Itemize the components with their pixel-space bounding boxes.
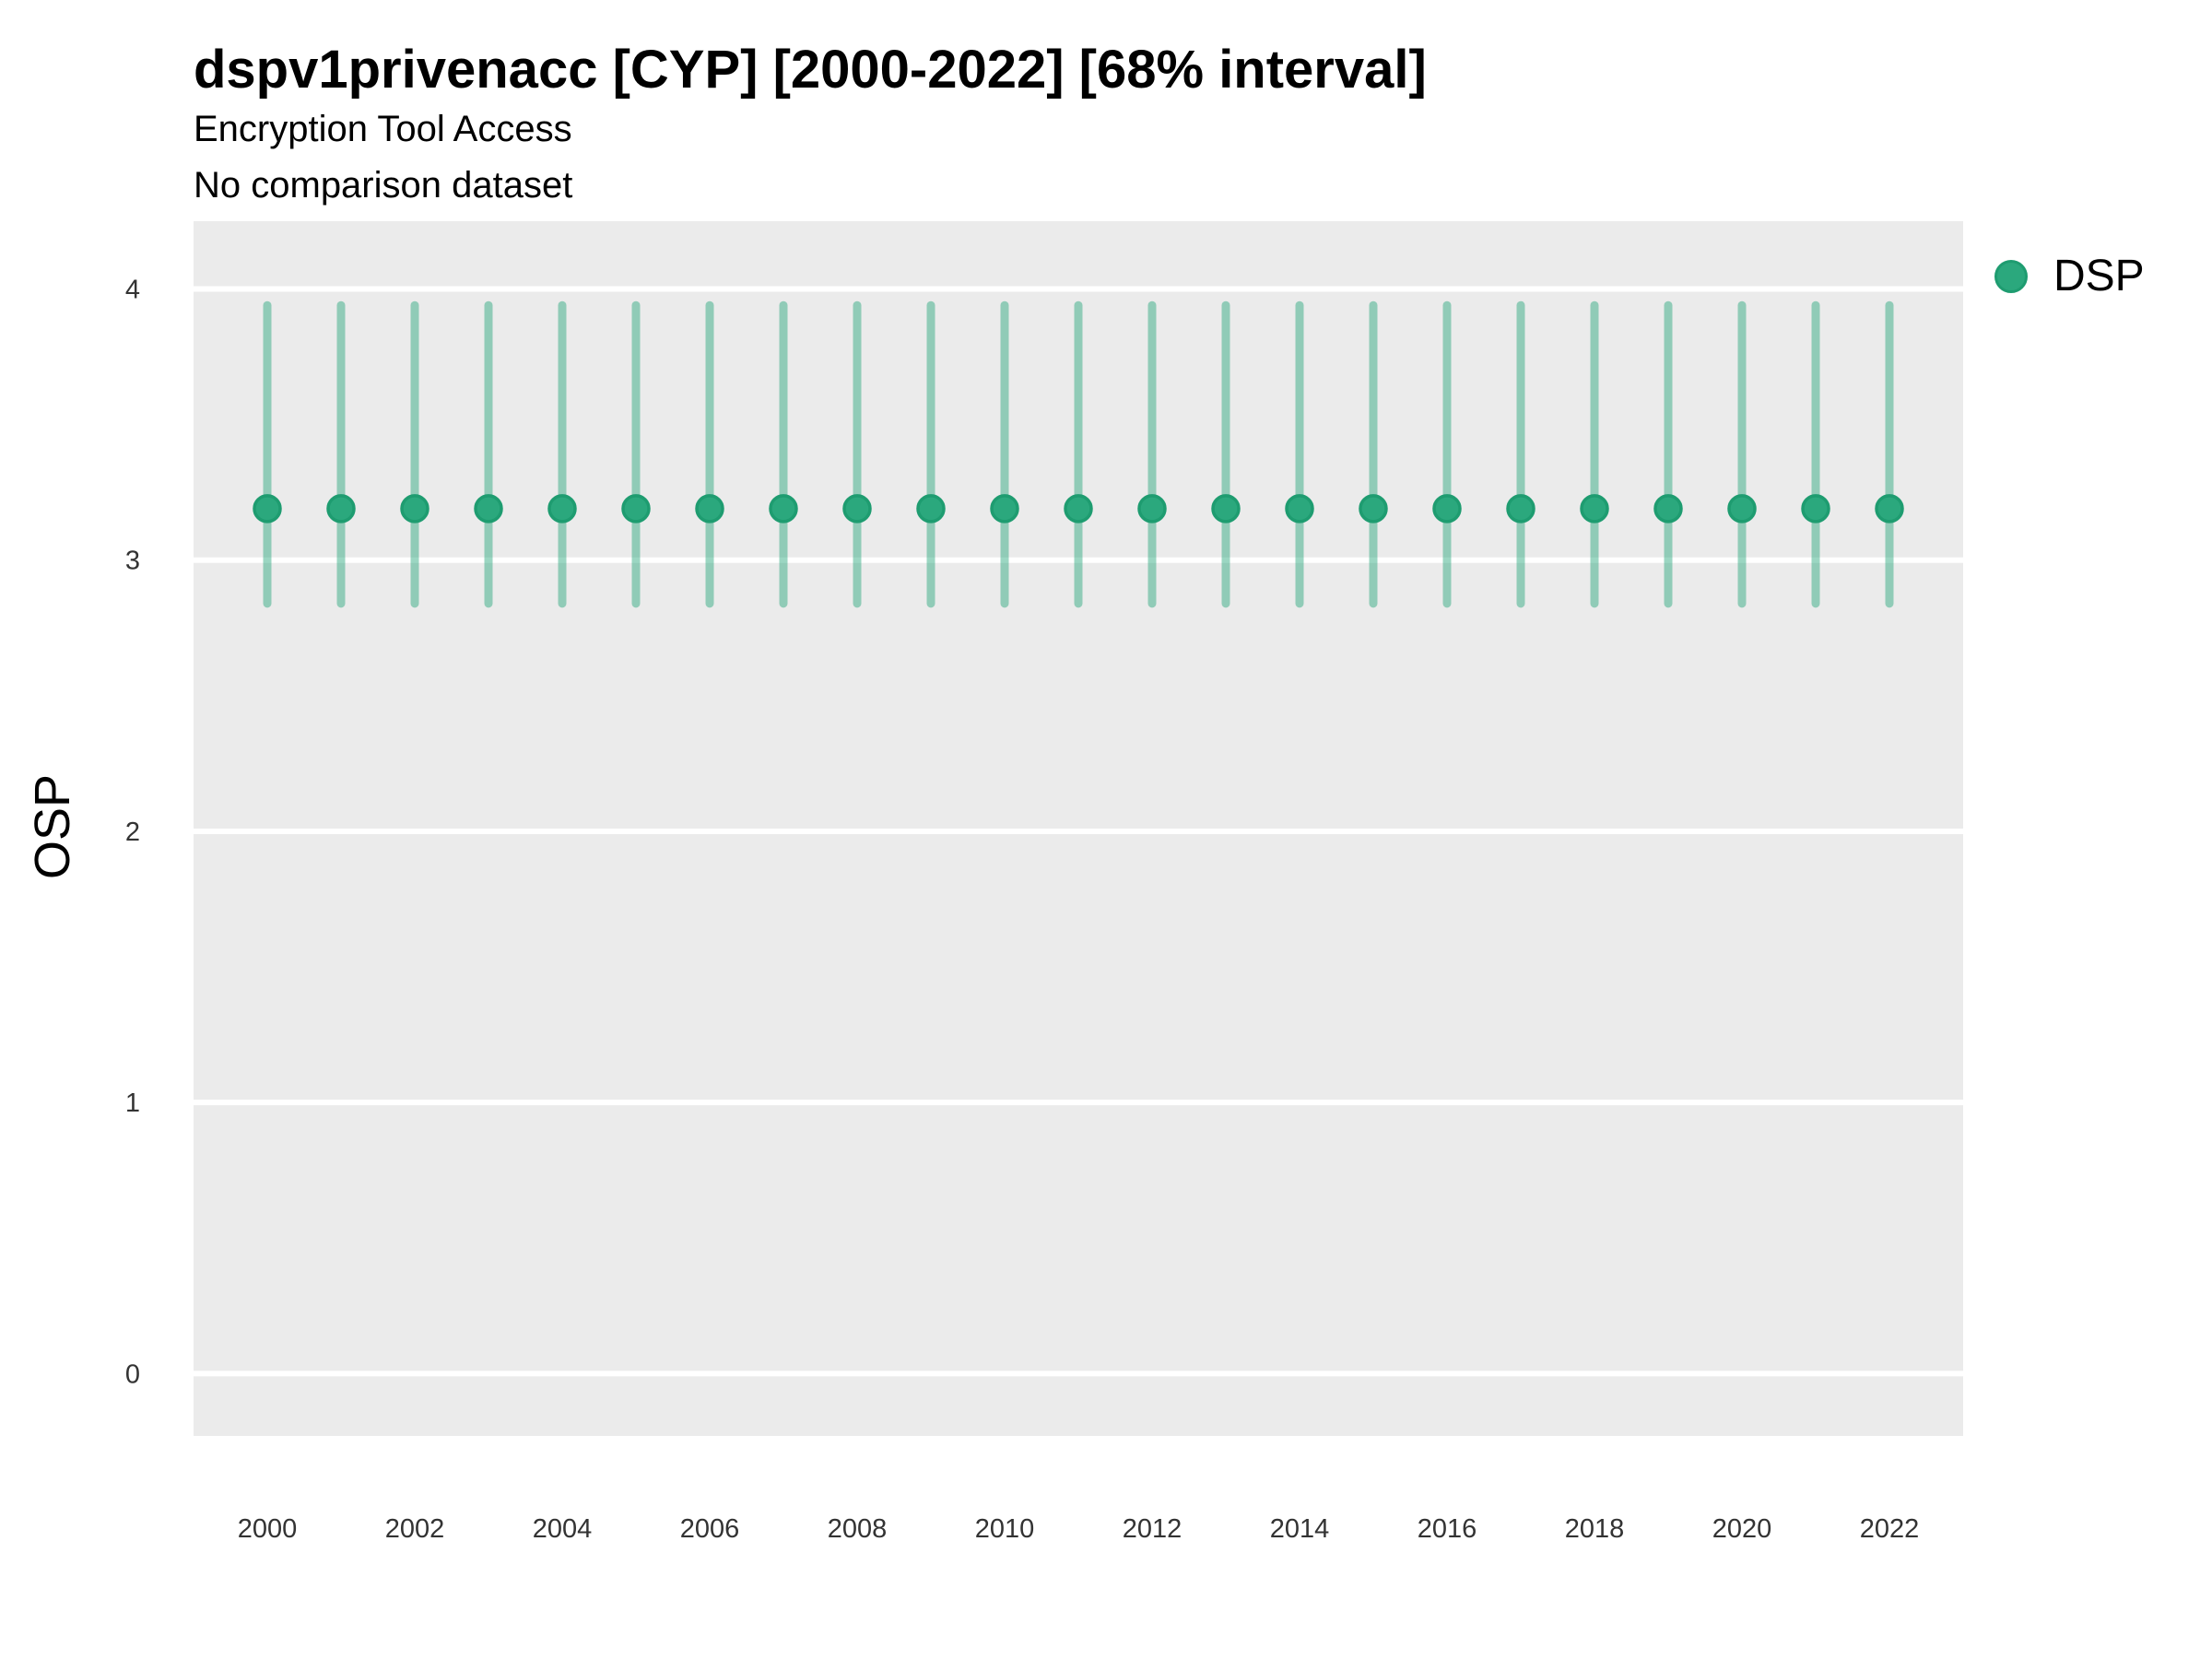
legend-label: DSP [2053, 252, 2145, 300]
x-tick-label-2010: 2010 [975, 1514, 1035, 1544]
data-point-2009 [916, 494, 946, 524]
data-point-2012 [1137, 494, 1167, 524]
y-tick-label-4: 4 [125, 276, 140, 305]
data-point-2021 [1801, 494, 1830, 524]
y-tick-label-0: 0 [125, 1359, 140, 1389]
data-point-2002 [400, 494, 429, 524]
data-point-2003 [474, 494, 503, 524]
data-point-2010 [990, 494, 1019, 524]
x-tick-label-2018: 2018 [1565, 1514, 1625, 1544]
chart-subtitle: Encryption Tool Access [194, 109, 572, 149]
x-tick-label-2004: 2004 [533, 1514, 593, 1544]
data-point-2011 [1064, 494, 1093, 524]
chart-note: No comparison dataset [194, 165, 573, 206]
data-point-2017 [1506, 494, 1535, 524]
y-tick-label-2: 2 [125, 818, 140, 847]
data-point-2022 [1875, 494, 1904, 524]
data-point-2008 [842, 494, 872, 524]
x-tick-label-2016: 2016 [1418, 1514, 1477, 1544]
x-tick-label-2008: 2008 [828, 1514, 888, 1544]
data-point-2013 [1211, 494, 1241, 524]
legend-point-icon [1994, 260, 2028, 293]
data-point-2018 [1580, 494, 1609, 524]
x-tick-label-2014: 2014 [1270, 1514, 1330, 1544]
data-point-2001 [326, 494, 356, 524]
data-point-2020 [1727, 494, 1757, 524]
y-axis-title: OSP [25, 773, 80, 880]
x-tick-label-2000: 2000 [238, 1514, 298, 1544]
data-point-2005 [621, 494, 651, 524]
x-tick-label-2006: 2006 [680, 1514, 740, 1544]
y-tick-label-1: 1 [125, 1088, 140, 1118]
data-point-2019 [1653, 494, 1683, 524]
y-tick-label-3: 3 [125, 547, 140, 576]
x-tick-label-2020: 2020 [1712, 1514, 1772, 1544]
data-point-2000 [253, 494, 282, 524]
data-point-2006 [695, 494, 724, 524]
data-point-2015 [1359, 494, 1388, 524]
chart-title: dspv1privenacc [CYP] [2000-2022] [68% in… [194, 40, 1427, 100]
x-tick-label-2002: 2002 [385, 1514, 445, 1544]
data-point-2014 [1285, 494, 1314, 524]
x-tick-label-2022: 2022 [1860, 1514, 1920, 1544]
x-tick-label-2012: 2012 [1123, 1514, 1182, 1544]
legend: DSP [1994, 254, 2145, 299]
data-point-2004 [547, 494, 577, 524]
data-point-2007 [769, 494, 798, 524]
data-point-2016 [1432, 494, 1462, 524]
